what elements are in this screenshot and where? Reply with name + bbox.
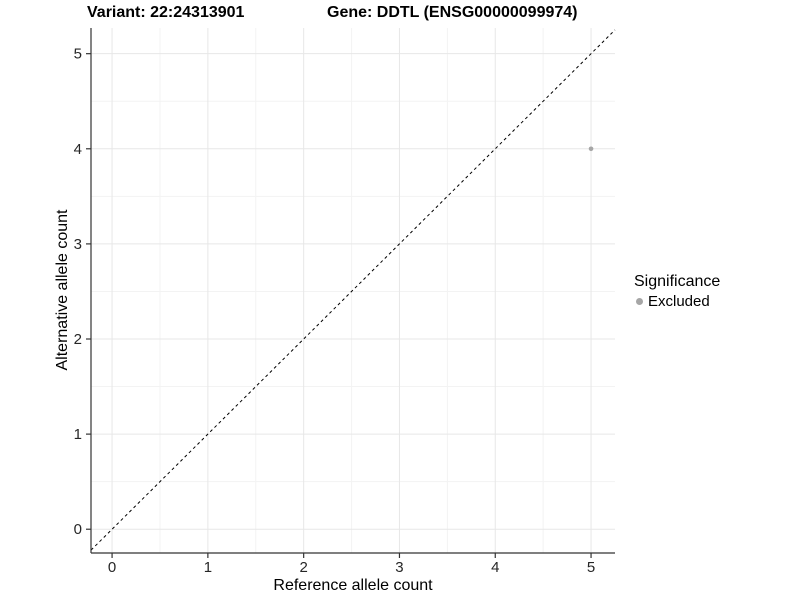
x-tick-label: 5 <box>587 559 595 576</box>
x-tick-label: 3 <box>395 559 403 576</box>
legend-item-label: Excluded <box>648 293 710 310</box>
y-tick-label: 4 <box>74 141 82 158</box>
plot-title-gene: Gene: DDTL (ENSG00000099974) <box>327 4 578 21</box>
y-tick-label: 5 <box>74 46 82 63</box>
y-axis-title: Alternative allele count <box>54 209 71 371</box>
plot-title-variant: Variant: 22:24313901 <box>87 4 245 21</box>
x-tick-label: 0 <box>108 559 116 576</box>
legend: Significance Excluded <box>634 272 720 310</box>
x-axis-title: Reference allele count <box>273 577 433 594</box>
y-tick-label: 2 <box>74 331 82 348</box>
legend-item-excluded: Excluded <box>634 293 720 310</box>
x-tick-label: 4 <box>491 559 499 576</box>
legend-title: Significance <box>634 273 721 290</box>
y-tick-label: 0 <box>74 521 82 538</box>
data-point <box>588 146 594 152</box>
identity-dashed-line <box>90 29 616 551</box>
y-tick-label: 3 <box>74 236 82 253</box>
x-tick-label: 1 <box>204 559 212 576</box>
legend-point-icon <box>636 298 643 305</box>
y-tick-label: 1 <box>74 426 82 443</box>
x-tick-label: 2 <box>299 559 307 576</box>
